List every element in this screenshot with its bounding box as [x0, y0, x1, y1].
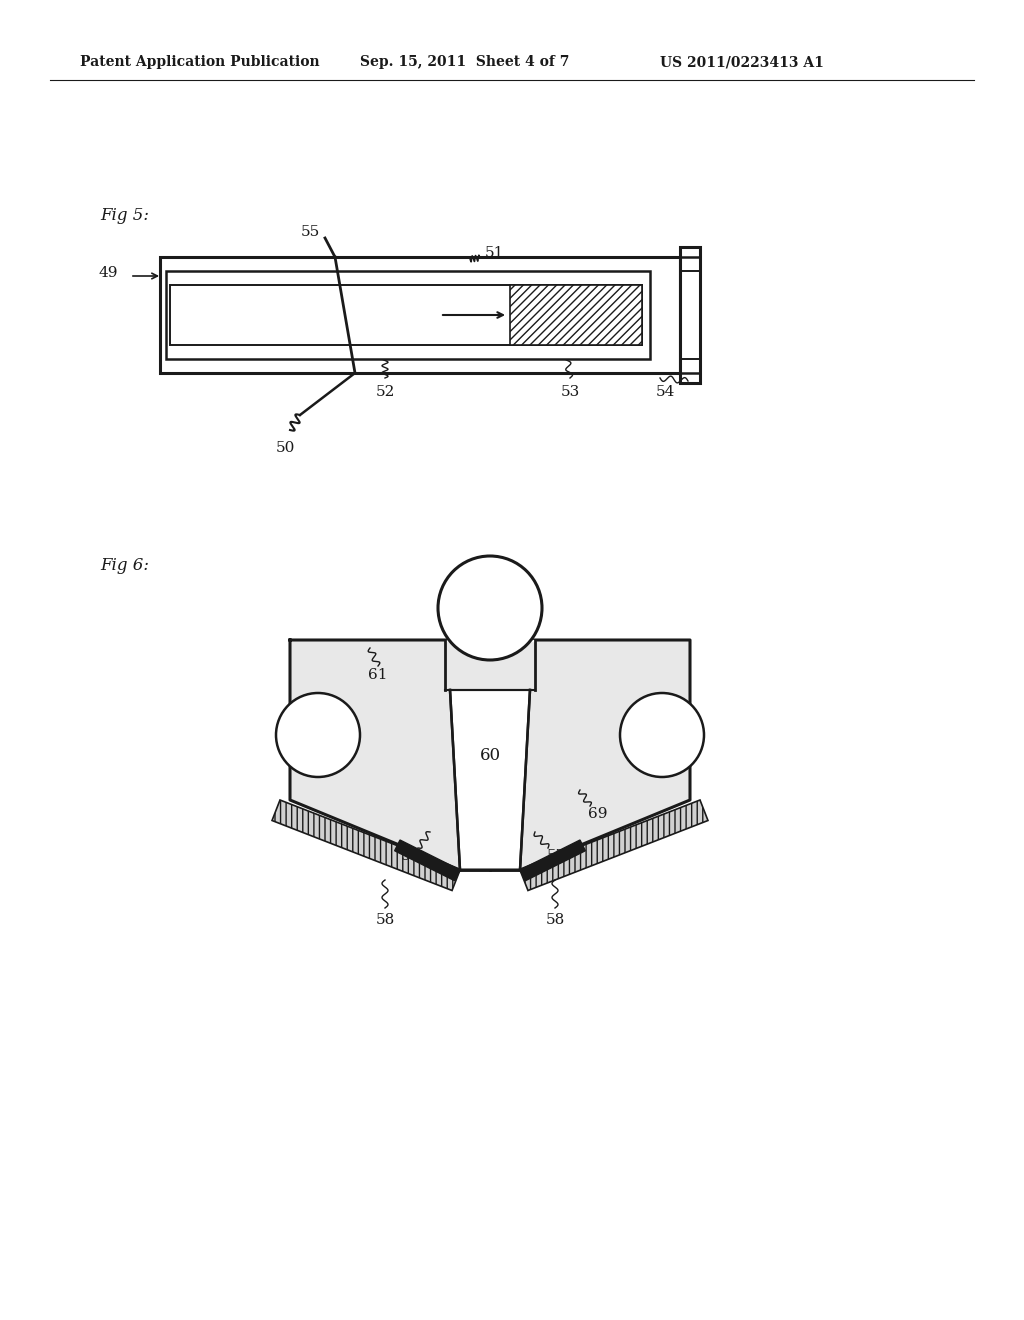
Text: 51: 51	[485, 246, 505, 260]
Text: 58: 58	[376, 913, 394, 927]
Bar	[680, 247, 700, 383]
Text: 49: 49	[98, 267, 118, 280]
Bar	[166, 271, 650, 359]
Text: 57: 57	[547, 849, 565, 863]
Text: 69: 69	[588, 807, 608, 821]
Circle shape	[276, 693, 360, 777]
Polygon shape	[394, 840, 460, 880]
Polygon shape	[290, 640, 690, 870]
Bar	[160, 257, 680, 374]
Text: 50: 50	[275, 441, 295, 455]
Circle shape	[438, 556, 542, 660]
Text: 53: 53	[560, 385, 580, 399]
Text: 56: 56	[479, 599, 501, 616]
Text: Patent Application Publication: Patent Application Publication	[80, 55, 319, 69]
Bar	[170, 285, 642, 345]
Text: 57: 57	[400, 849, 420, 863]
Text: Fig 5:: Fig 5:	[100, 206, 150, 223]
Text: Sep. 15, 2011  Sheet 4 of 7: Sep. 15, 2011 Sheet 4 of 7	[360, 55, 569, 69]
Polygon shape	[450, 690, 530, 870]
Bar	[510, 285, 642, 345]
Text: Fig 6:: Fig 6:	[100, 557, 150, 573]
Text: US 2011/0223413 A1: US 2011/0223413 A1	[660, 55, 824, 69]
Polygon shape	[520, 800, 708, 891]
Text: 61: 61	[369, 668, 388, 682]
Text: 54: 54	[655, 385, 675, 399]
Polygon shape	[520, 840, 586, 880]
Text: 52: 52	[376, 385, 394, 399]
Text: 59: 59	[308, 729, 328, 742]
Text: 60: 60	[479, 747, 501, 763]
Circle shape	[620, 693, 705, 777]
Text: 55: 55	[300, 224, 319, 239]
Polygon shape	[272, 800, 460, 891]
Text: 58: 58	[546, 913, 564, 927]
